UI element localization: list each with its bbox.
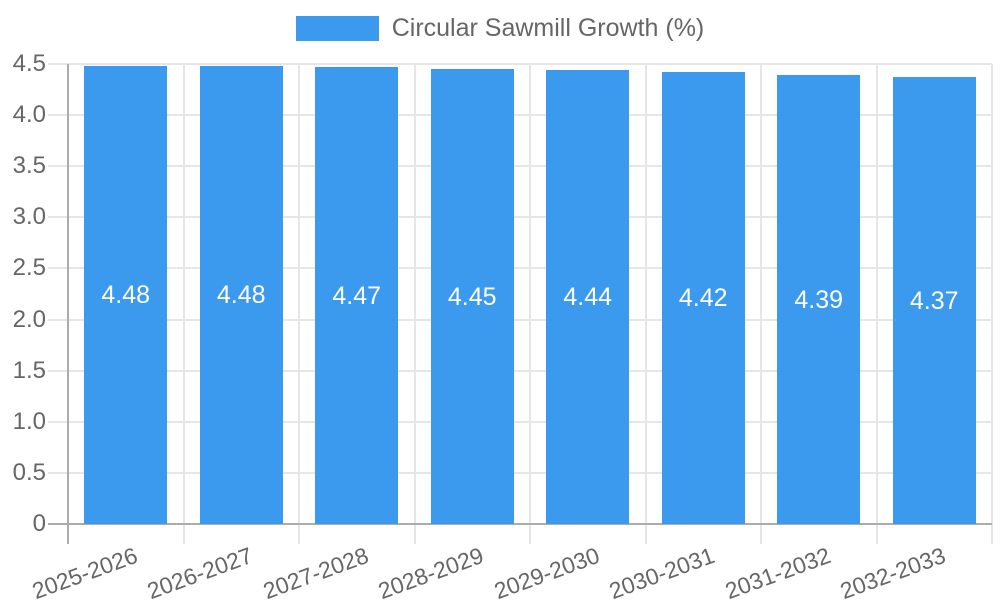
x-axis-tick-label: 2027-2028: [259, 542, 372, 600]
y-axis-tick-label: 0: [32, 510, 46, 537]
bar: [892, 77, 976, 524]
x-tick: [182, 524, 185, 544]
y-tick: [48, 165, 68, 168]
y-tick: [48, 369, 68, 372]
bar: [546, 70, 630, 524]
legend-label: Circular Sawmill Growth (%): [391, 14, 705, 42]
y-axis-tick-label: 1.0: [12, 407, 46, 435]
y-axis-tick-label: 3.0: [12, 203, 46, 231]
gridline-v: [298, 64, 300, 524]
bar: [199, 66, 283, 524]
y-tick: [48, 63, 68, 65]
x-tick: [67, 524, 69, 544]
y-axis-tick-label: 1.5: [12, 356, 46, 384]
y-tick: [48, 114, 68, 117]
bar-value-label: 4.45: [447, 282, 497, 311]
legend-swatch: [295, 16, 379, 41]
bar: [430, 69, 514, 524]
y-axis-line: [67, 64, 69, 524]
bar: [661, 72, 745, 524]
bar-value-label: 4.39: [794, 285, 844, 314]
y-axis-tick-label: 4.0: [12, 101, 46, 129]
gridline-v: [760, 64, 762, 524]
bar-value-label: 4.44: [563, 283, 613, 312]
x-axis-tick-label: 2030-2031: [605, 542, 719, 600]
y-tick: [48, 523, 68, 525]
bar: [777, 75, 861, 524]
y-axis-tick-label: 2.5: [12, 254, 46, 282]
x-tick: [760, 524, 762, 544]
bar: [84, 66, 168, 524]
x-tick: [875, 524, 878, 544]
bar: [315, 67, 399, 524]
y-axis-tick-label: 0.5: [12, 458, 46, 486]
y-tick: [48, 318, 68, 321]
y-tick: [48, 216, 68, 219]
x-axis-tick-label: 2032-2033: [836, 542, 950, 600]
gridline-v: [991, 64, 993, 524]
bar-value-label: 4.48: [216, 281, 266, 310]
y-axis-tick-label: 3.5: [12, 152, 46, 180]
x-axis-line: [67, 523, 992, 525]
y-tick: [48, 420, 68, 423]
y-tick: [48, 267, 68, 270]
legend: Circular Sawmill Growth (%): [0, 16, 1000, 41]
x-axis-tick-label: 2025-2026: [28, 542, 141, 600]
bar-value-label: 4.42: [678, 284, 728, 313]
gridline-v: [529, 64, 531, 524]
x-tick: [529, 524, 531, 544]
x-axis-tick-label: 2029-2030: [490, 542, 603, 600]
x-axis-tick-label: 2028-2029: [374, 542, 488, 600]
y-axis-tick-label: 4.5: [12, 50, 46, 77]
gridline-v: [875, 64, 878, 524]
bar-value-label: 4.37: [909, 286, 959, 315]
x-tick: [991, 524, 993, 544]
x-tick: [298, 524, 300, 544]
bar-value-label: 4.48: [101, 281, 151, 310]
x-axis-tick-label: 2026-2027: [143, 542, 257, 600]
bar-value-label: 4.47: [332, 281, 382, 310]
x-tick: [413, 524, 416, 544]
gridline-v: [413, 64, 416, 524]
x-axis-tick-label: 2031-2032: [721, 542, 834, 600]
x-tick: [644, 524, 647, 544]
gridline-v: [182, 64, 185, 524]
y-axis-tick-label: 2.0: [12, 305, 46, 333]
gridline-v: [644, 64, 647, 524]
y-tick: [48, 471, 68, 474]
